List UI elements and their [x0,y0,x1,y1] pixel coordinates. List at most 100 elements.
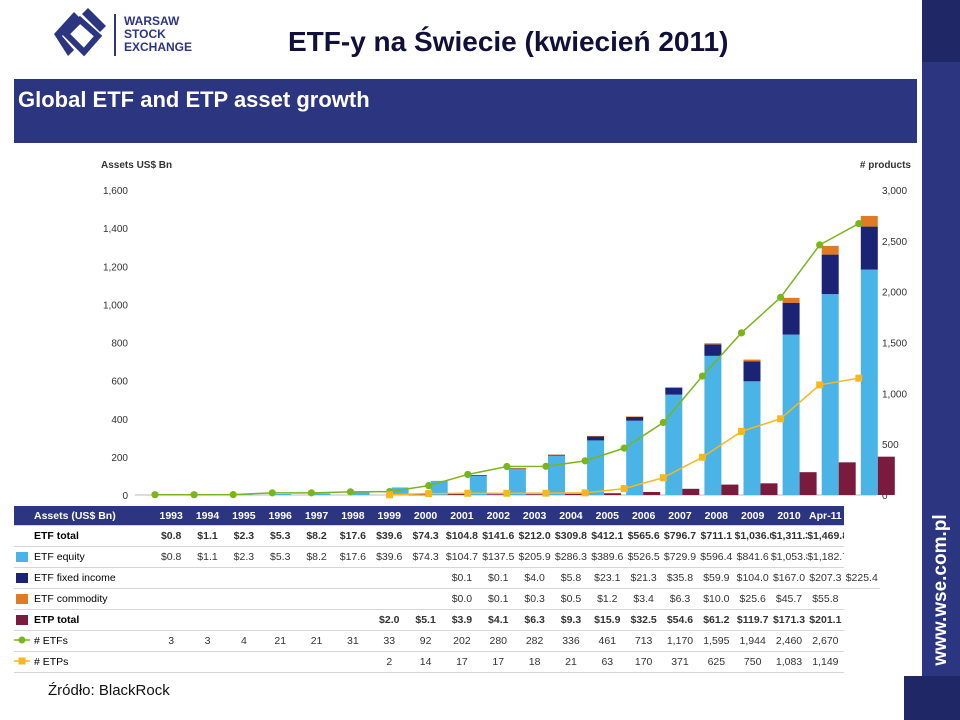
value-cell: $2.0 [371,609,408,631]
value-cell: $0.3 [516,588,553,610]
value-cell: 170 [625,651,662,673]
value-cell: $45.7 [770,588,808,610]
assets-table: Assets (US$ Bn) 1993 1994 1995 1996 1997 1998 1… [14,506,880,673]
right-tick-label: 1,000 [882,389,907,400]
value-cell: 1,149 [807,651,844,673]
bar-etf-commodity [821,245,839,255]
site-url: www.wse.com.pl [930,514,951,666]
header-year-cell: Apr-11 [807,506,844,526]
value-cell: 280 [480,630,517,652]
etfs-count-point [620,444,628,452]
chart-title-banner: Global ETF and ETP asset growth [14,79,917,143]
value-cell: 2 [371,651,408,673]
value-cell: $2.3 [225,546,263,568]
value-cell: $1.1 [189,546,226,568]
value-cell: $1,311.3 [770,525,808,547]
logo-line-2: STOCK [124,27,166,41]
y-left-label: Assets US$ Bn [101,160,172,171]
bar-etf-equity [860,269,878,495]
value-cell: 1,595 [698,630,735,652]
header-year-cell: 1994 [189,506,226,526]
bar-etf-equity [391,487,409,495]
table-row: ETF equity $0.8 $1.1 $2.3 $5.3 $8.2 $17.6 $39.6… [14,546,880,568]
value-cell: $1.1 [189,525,226,547]
value-cell: $17.6 [334,546,372,568]
value-cell: 1,083 [770,651,808,673]
etfs-count-point [190,491,198,499]
bar-etf-commodity [548,454,565,456]
etps-count-point [542,489,550,497]
bar-etf-equity [508,468,526,495]
value-cell [189,609,226,631]
value-cell: $6.3 [516,609,553,631]
value-cell: $207.3 [807,567,844,589]
right-tick-label: 3,000 [882,186,907,197]
value-cell [189,588,226,610]
header-year-cell: 2002 [480,506,517,526]
value-cell: $5.3 [262,546,299,568]
bar-etf-equity [782,334,800,495]
left-tick-label: 800 [111,339,128,350]
bar-etp-total [643,491,661,495]
etfs-count-point [307,489,315,497]
left-tick-label: 1,000 [103,300,128,311]
value-cell [262,567,299,589]
bar-etf-fixed-income [469,475,487,476]
header-year-cell: 2010 [770,506,808,526]
etps-legend-icon [14,657,30,664]
value-cell [225,609,263,631]
value-cell: 202 [443,630,481,652]
slide-title: ETF-y na Świecie (kwiecień 2011) [288,26,728,58]
value-cell: $0.1 [480,588,517,610]
etfs-count-point [737,329,746,337]
row-legend-cell [14,588,30,610]
value-cell [262,609,299,631]
bar-etf-equity [743,381,761,495]
bar-etp-total [838,462,856,495]
value-cell: $8.2 [298,546,335,568]
table-row: ETF commodity $0.0 $0.1 $0.3 $0.5 $1.2 $3.4 $6.… [14,588,880,610]
bar-etf-fixed-income [587,436,605,441]
right-tick-label: 2,000 [882,288,907,299]
value-cell: 21 [262,630,299,652]
value-cell: $104.0 [734,567,771,589]
value-cell: $1,182.7 [807,546,844,568]
value-cell: $167.0 [770,567,808,589]
value-cell: 4 [225,630,263,652]
bar-etp-total [604,493,622,495]
value-cell [225,567,263,589]
value-cell [407,588,444,610]
etfs-count-point [346,488,355,496]
bar-etp-total [525,494,543,495]
value-cell: 1,170 [661,630,699,652]
etfs-count-point [581,457,589,465]
left-tick-label: 1,200 [103,262,128,273]
table-row: ETP total $2.0 $5.1 $3.9 $4.1 $6.3 $9.3 $15.9 $3… [14,609,880,631]
value-cell: $61.2 [698,609,735,631]
left-tick-label: 0 [122,491,128,502]
value-cell: $5.3 [262,525,299,547]
value-cell: $412.1 [589,525,626,547]
row-label: ETF total [30,525,153,547]
bar-etf-commodity [587,435,605,437]
value-cell [153,588,190,610]
etps-count-point [620,485,628,493]
etf-equity-swatch [16,552,28,563]
header-year-cell: 1996 [262,506,299,526]
bar-etf-equity [821,294,839,495]
table-header-row: Assets (US$ Bn) 1993 1994 1995 1996 1997 1998 1… [14,506,880,526]
row-label: ETF commodity [30,588,153,610]
value-cell: $39.6 [371,546,408,568]
value-cell: $21.3 [625,567,662,589]
value-cell: 92 [407,630,444,652]
etfs-count-point [698,372,707,380]
right-tick-label: 500 [882,440,899,451]
etps-count-point [777,415,785,423]
bar-etp-total [486,494,504,495]
etps-count-point [581,489,589,497]
row-label: ETF fixed income [30,567,153,589]
value-cell: 63 [589,651,626,673]
bar-etp-total [760,483,778,495]
right-tick-label: 1,500 [882,339,907,350]
value-cell: $5.8 [552,567,590,589]
